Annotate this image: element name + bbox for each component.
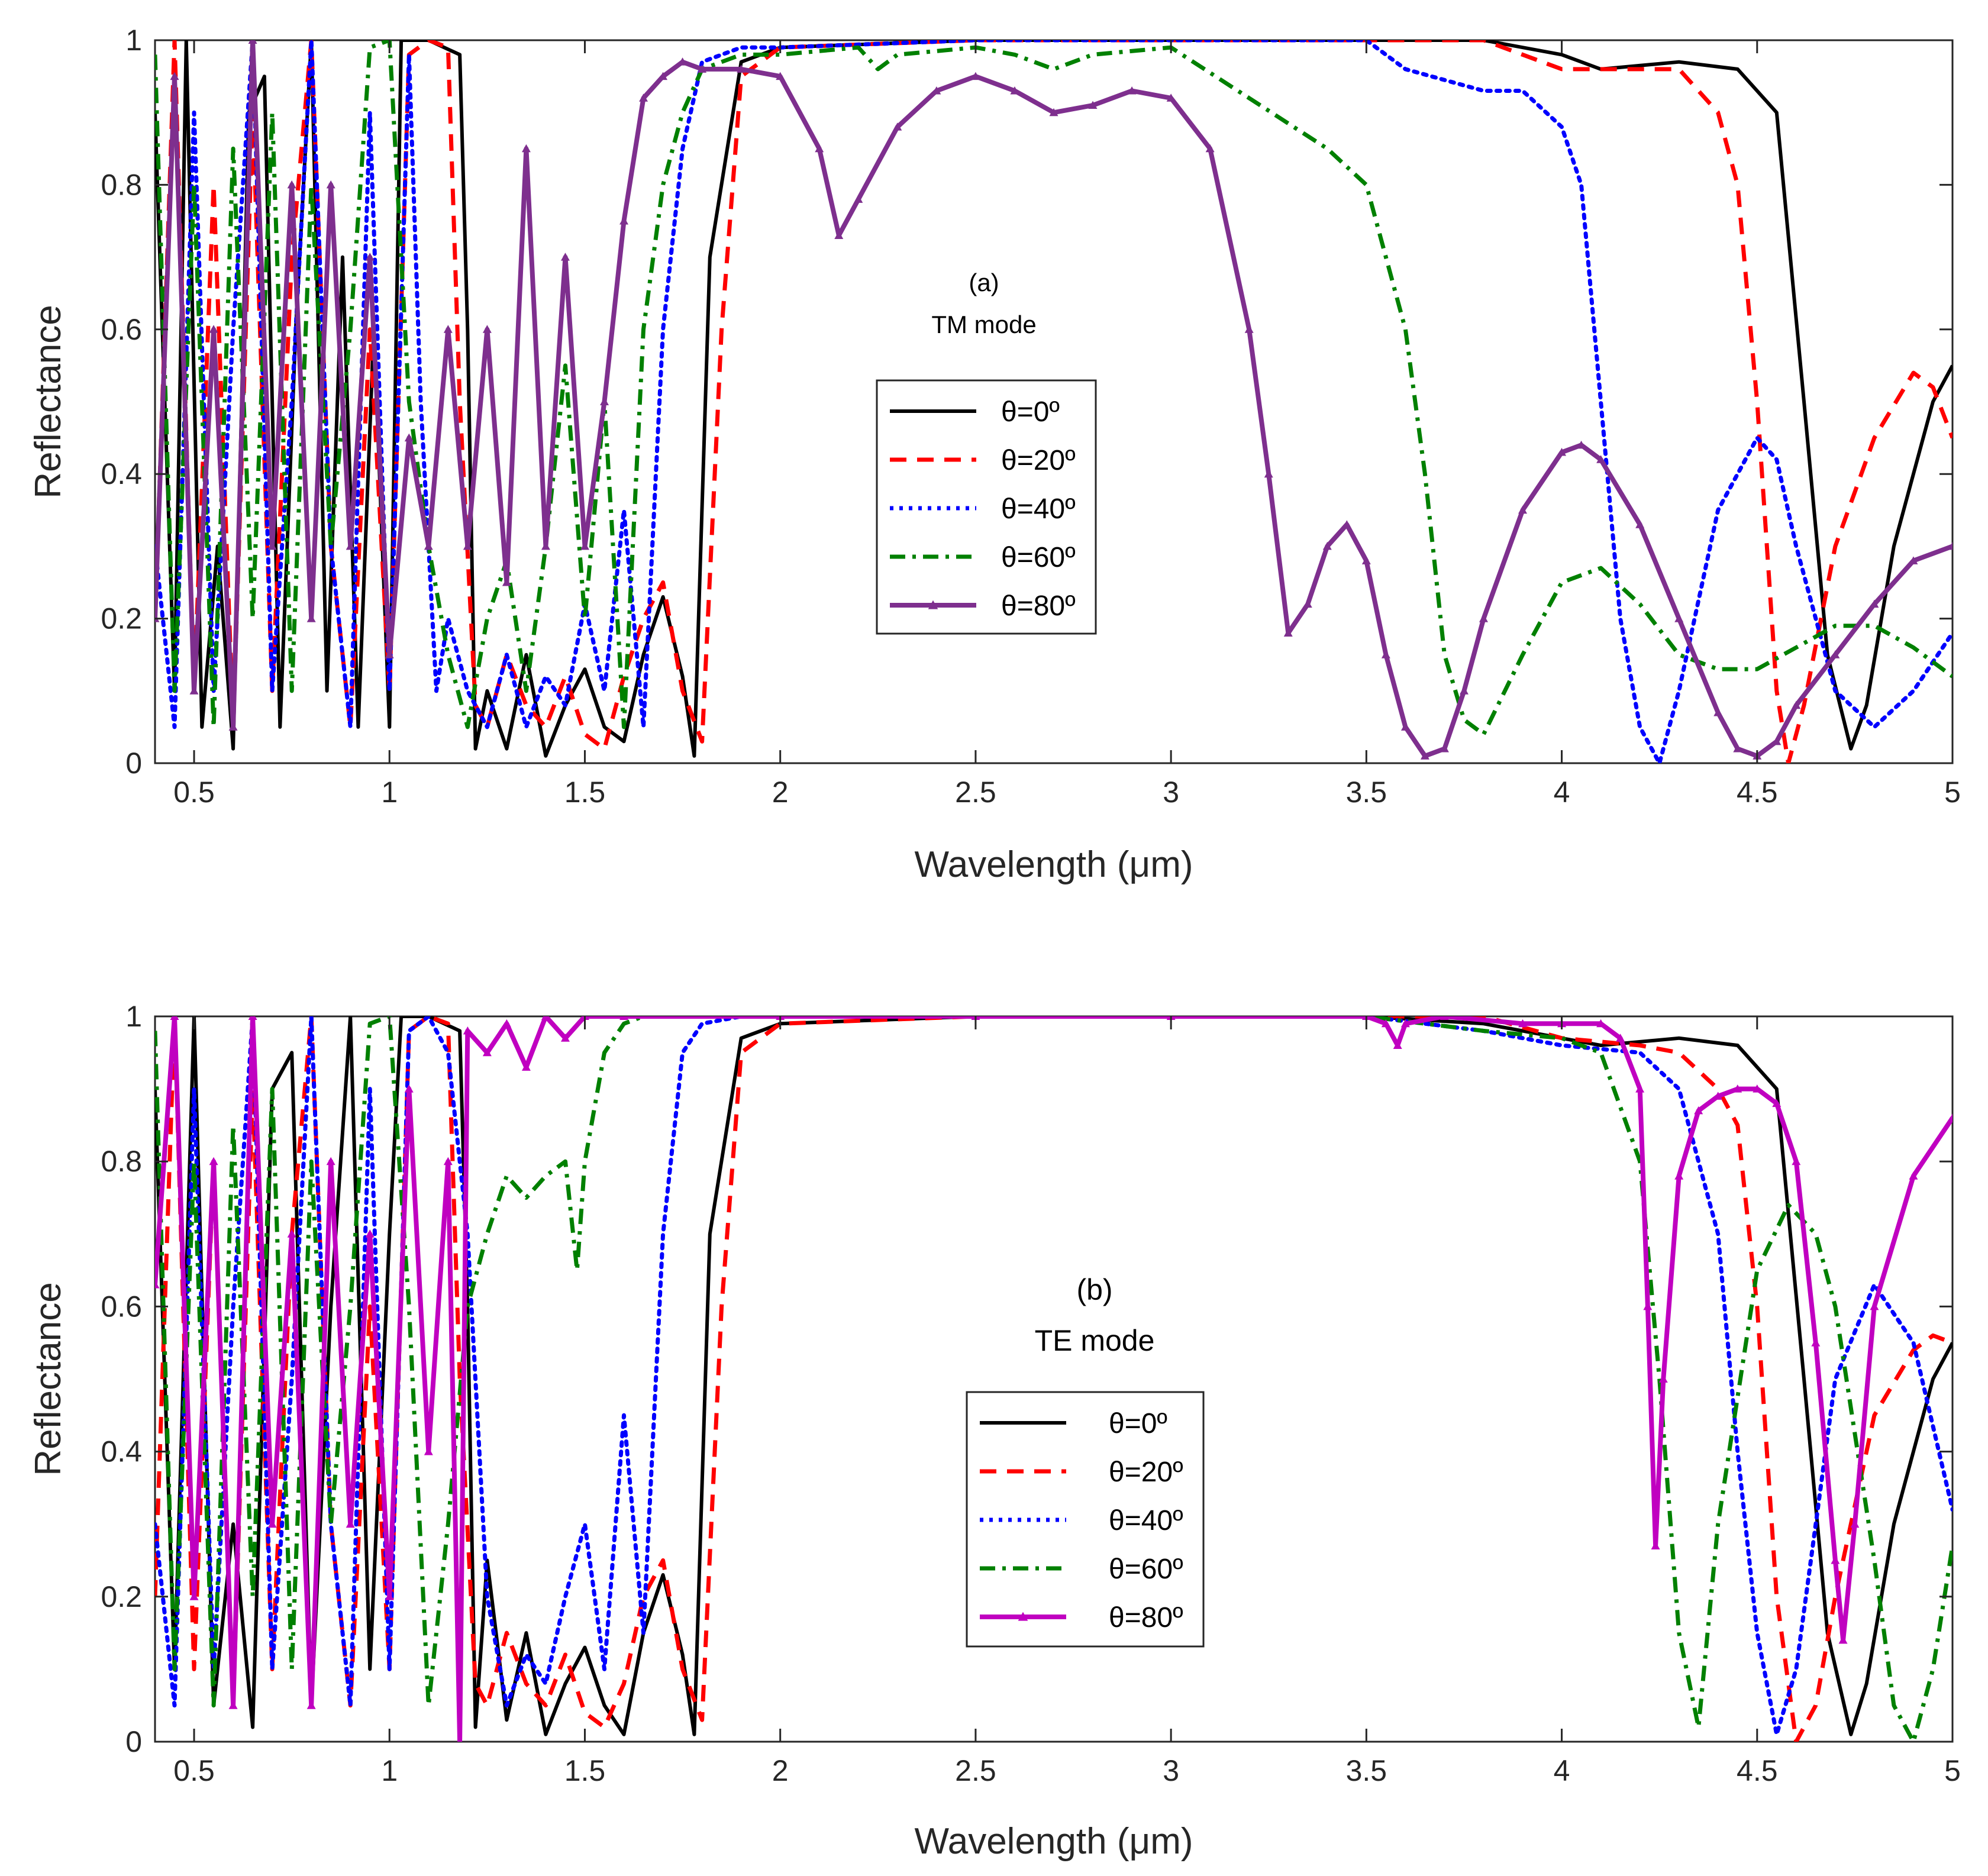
legend-label-a-2: θ=40º (1001, 493, 1076, 525)
x-axis-label-b: Wavelength (μm) (915, 1821, 1193, 1862)
x-tick-label-b: 2 (772, 1754, 789, 1787)
x-tick-label-a: 3 (1163, 776, 1179, 809)
x-tick-label-a: 1 (381, 776, 398, 809)
y-tick-label-b: 1 (125, 1000, 142, 1033)
legend-label-a-0: θ=0º (1001, 396, 1060, 428)
y-tick-label-a: 0.2 (101, 602, 142, 635)
y-tick-label-a: 0.6 (101, 313, 142, 346)
x-tick-label-a: 5 (1944, 776, 1961, 809)
y-tick-label-a: 1 (125, 24, 142, 57)
x-tick-label-b: 1 (381, 1754, 398, 1787)
y-axis-label-b: Reflectance (28, 1282, 69, 1475)
x-tick-label-b: 3.5 (1346, 1754, 1387, 1787)
x-tick-label-b: 4.5 (1737, 1754, 1778, 1787)
legend-label-b-1: θ=20º (1109, 1457, 1183, 1488)
legend-label-a-4: θ=80º (1001, 590, 1076, 622)
y-tick-label-b: 0.8 (101, 1145, 142, 1178)
legend-b: θ=0º θ=20º θ=40º θ=60º θ=80º (966, 1391, 1205, 1648)
legend-a-box (876, 379, 1097, 635)
panel-a-tm: 0.5 1 1.5 2 2.5 3 3.5 4 4.5 5 0 0.2 0.4 0.6 0.8 1 Wavel… (28, 24, 1961, 885)
x-tick-label-b: 4 (1554, 1754, 1570, 1787)
legend-label-b-2: θ=40º (1109, 1505, 1183, 1536)
panel-b-te: 0.5 1 1.5 2 2.5 3 3.5 4 4.5 5 0 0.2 0.4 0.6 0.8 1 Wavel… (28, 1000, 1961, 1862)
y-axis-label-a: Reflectance (28, 305, 69, 498)
x-tick-label-b: 0.5 (173, 1754, 215, 1787)
series-line-a-3 (155, 40, 1952, 737)
y-tick-label-a: 0.4 (101, 457, 142, 490)
series-line-a-1 (155, 40, 1952, 763)
x-tick-label-a: 2 (772, 776, 789, 809)
legend-label-b-0: θ=0º (1109, 1408, 1167, 1439)
x-axis-label-a: Wavelength (μm) (915, 844, 1193, 885)
series-line-b-2 (155, 1016, 1952, 1737)
y-tick-label-b: 0.2 (101, 1580, 142, 1613)
series-line-b-3 (155, 1016, 1952, 1742)
x-tick-label-b: 5 (1944, 1754, 1961, 1787)
x-tick-label-b: 1.5 (564, 1754, 606, 1787)
legend-a: θ=0º θ=20º θ=40º θ=60º θ=80º (876, 379, 1097, 635)
legend-label-b-3: θ=60º (1109, 1554, 1183, 1585)
x-tick-label-a: 4.5 (1737, 776, 1778, 809)
x-tick-label-b: 3 (1163, 1754, 1179, 1787)
panel-a-label: (a) (969, 269, 999, 296)
legend-label-b-4: θ=80º (1109, 1602, 1183, 1633)
series-lines-a (155, 40, 1952, 763)
ticks-b: 0.5 1 1.5 2 2.5 3 3.5 4 4.5 5 0 0.2 0.4 0.6 0.8 1 (101, 1000, 1960, 1787)
x-tick-label-a: 2.5 (955, 776, 996, 809)
legend-label-a-3: θ=60º (1001, 542, 1076, 573)
series-lines-b (155, 1016, 1952, 1742)
x-tick-label-b: 2.5 (955, 1754, 996, 1787)
x-tick-label-a: 3.5 (1346, 776, 1387, 809)
legend-b-box (966, 1391, 1205, 1648)
legend-label-a-1: θ=20º (1001, 445, 1076, 476)
y-tick-label-b: 0.6 (101, 1290, 142, 1323)
y-tick-label-b: 0 (125, 1725, 142, 1758)
y-tick-label-a: 0 (125, 747, 142, 780)
x-tick-label-a: 0.5 (173, 776, 215, 809)
x-tick-label-a: 4 (1554, 776, 1570, 809)
ticks-a: 0.5 1 1.5 2 2.5 3 3.5 4 4.5 5 0 0.2 0.4 0.6 0.8 1 (101, 24, 1960, 809)
panel-b-label: (b) (1076, 1273, 1112, 1306)
x-tick-label-a: 1.5 (564, 776, 606, 809)
y-tick-label-a: 0.8 (101, 168, 142, 201)
panel-a-mode: TM mode (931, 311, 1036, 338)
panel-b-mode: TE mode (1035, 1324, 1155, 1357)
y-tick-label-b: 0.4 (101, 1435, 142, 1468)
